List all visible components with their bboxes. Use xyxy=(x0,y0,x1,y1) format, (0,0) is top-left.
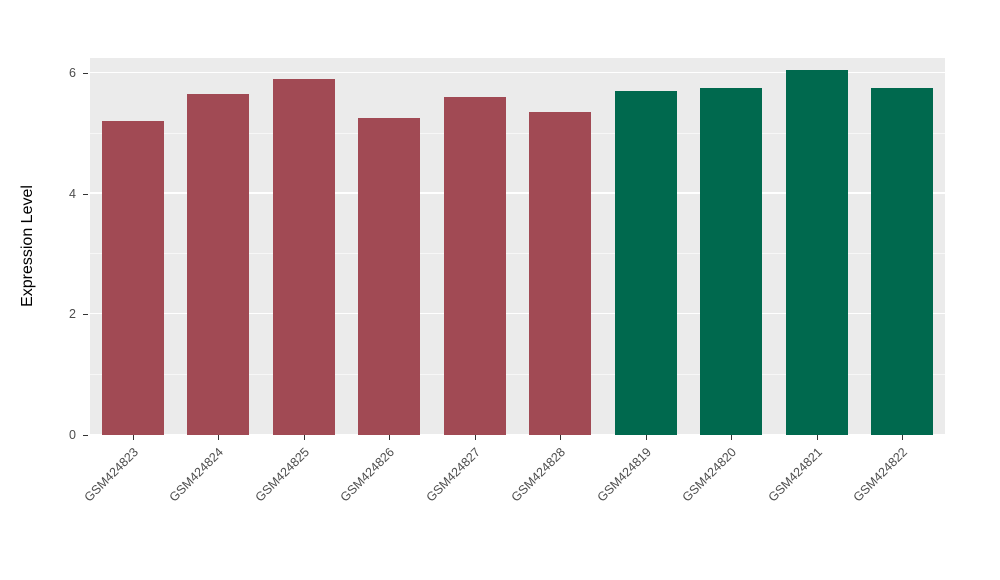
y-tick-labels: 0 2 4 6 xyxy=(0,58,76,442)
x-tick-labels: GSM424823 GSM424824 GSM424825 GSM424826 GSM4… xyxy=(81,445,945,565)
bar-slot xyxy=(261,58,347,435)
bar-GSM424819 xyxy=(614,91,677,435)
bar-slot xyxy=(90,58,176,435)
bar-slot xyxy=(860,58,946,435)
y-tick-mark xyxy=(83,314,88,316)
y-tick-mark xyxy=(83,435,88,436)
plot-panel xyxy=(90,58,945,435)
bar-slot xyxy=(603,58,689,435)
bar-slot xyxy=(347,58,433,435)
gridline-major xyxy=(90,192,945,194)
x-tick-mark xyxy=(902,435,904,440)
gridline-minor xyxy=(90,374,945,375)
x-tick-label-GSM424828: GSM424828 xyxy=(508,445,569,505)
bar-slot xyxy=(518,58,604,435)
x-tick-label-GSM424827: GSM424827 xyxy=(423,445,483,505)
bar-slot xyxy=(176,58,262,435)
bar-GSM424826 xyxy=(358,118,421,435)
x-tick-label-GSM424826: GSM424826 xyxy=(337,445,398,505)
bar-GSM424821 xyxy=(785,70,848,435)
x-tick-label-GSM424819: GSM424819 xyxy=(594,445,654,505)
x-tick-label-GSM424821: GSM424821 xyxy=(765,445,825,505)
bar-GSM424825 xyxy=(272,79,335,435)
x-tick-label-GSM424823: GSM424823 xyxy=(81,445,141,505)
x-tick-mark xyxy=(645,435,647,440)
x-tick-label-GSM424824: GSM424824 xyxy=(166,445,227,505)
x-tick-mark xyxy=(132,435,134,440)
x-tick-label-GSM424820: GSM424820 xyxy=(679,445,740,505)
gridline-minor xyxy=(90,253,945,255)
bar-GSM424822 xyxy=(871,88,934,435)
x-tick-mark xyxy=(560,435,562,440)
gridline-minor xyxy=(90,132,945,134)
x-tick-mark xyxy=(303,435,305,440)
bar-slot xyxy=(774,58,860,435)
x-tick-mark xyxy=(218,435,220,440)
gridline-major xyxy=(90,71,945,74)
y-tick-label: 4 xyxy=(69,186,76,201)
bar-GSM424827 xyxy=(443,97,506,435)
x-tick-label-GSM424822: GSM424822 xyxy=(850,445,911,505)
x-tick-mark xyxy=(474,435,476,440)
bar-GSM424823 xyxy=(101,121,164,435)
bar-slot xyxy=(689,58,775,435)
x-tick-mark xyxy=(731,435,733,440)
y-tick-mark xyxy=(83,193,88,195)
gridline-major xyxy=(90,433,945,435)
bar-GSM424828 xyxy=(529,112,592,435)
bar-GSM424820 xyxy=(700,88,763,435)
y-tick-label: 0 xyxy=(69,428,76,442)
gridline-major xyxy=(90,312,945,315)
x-tick-mark xyxy=(816,435,818,440)
y-tick-label: 6 xyxy=(69,66,76,81)
bar-GSM424824 xyxy=(187,94,250,435)
x-tick-mark xyxy=(389,435,391,440)
x-tick-label-GSM424825: GSM424825 xyxy=(252,445,312,505)
bar-slot xyxy=(432,58,518,435)
y-tick-label: 2 xyxy=(69,307,76,322)
y-tick-mark xyxy=(83,73,88,75)
